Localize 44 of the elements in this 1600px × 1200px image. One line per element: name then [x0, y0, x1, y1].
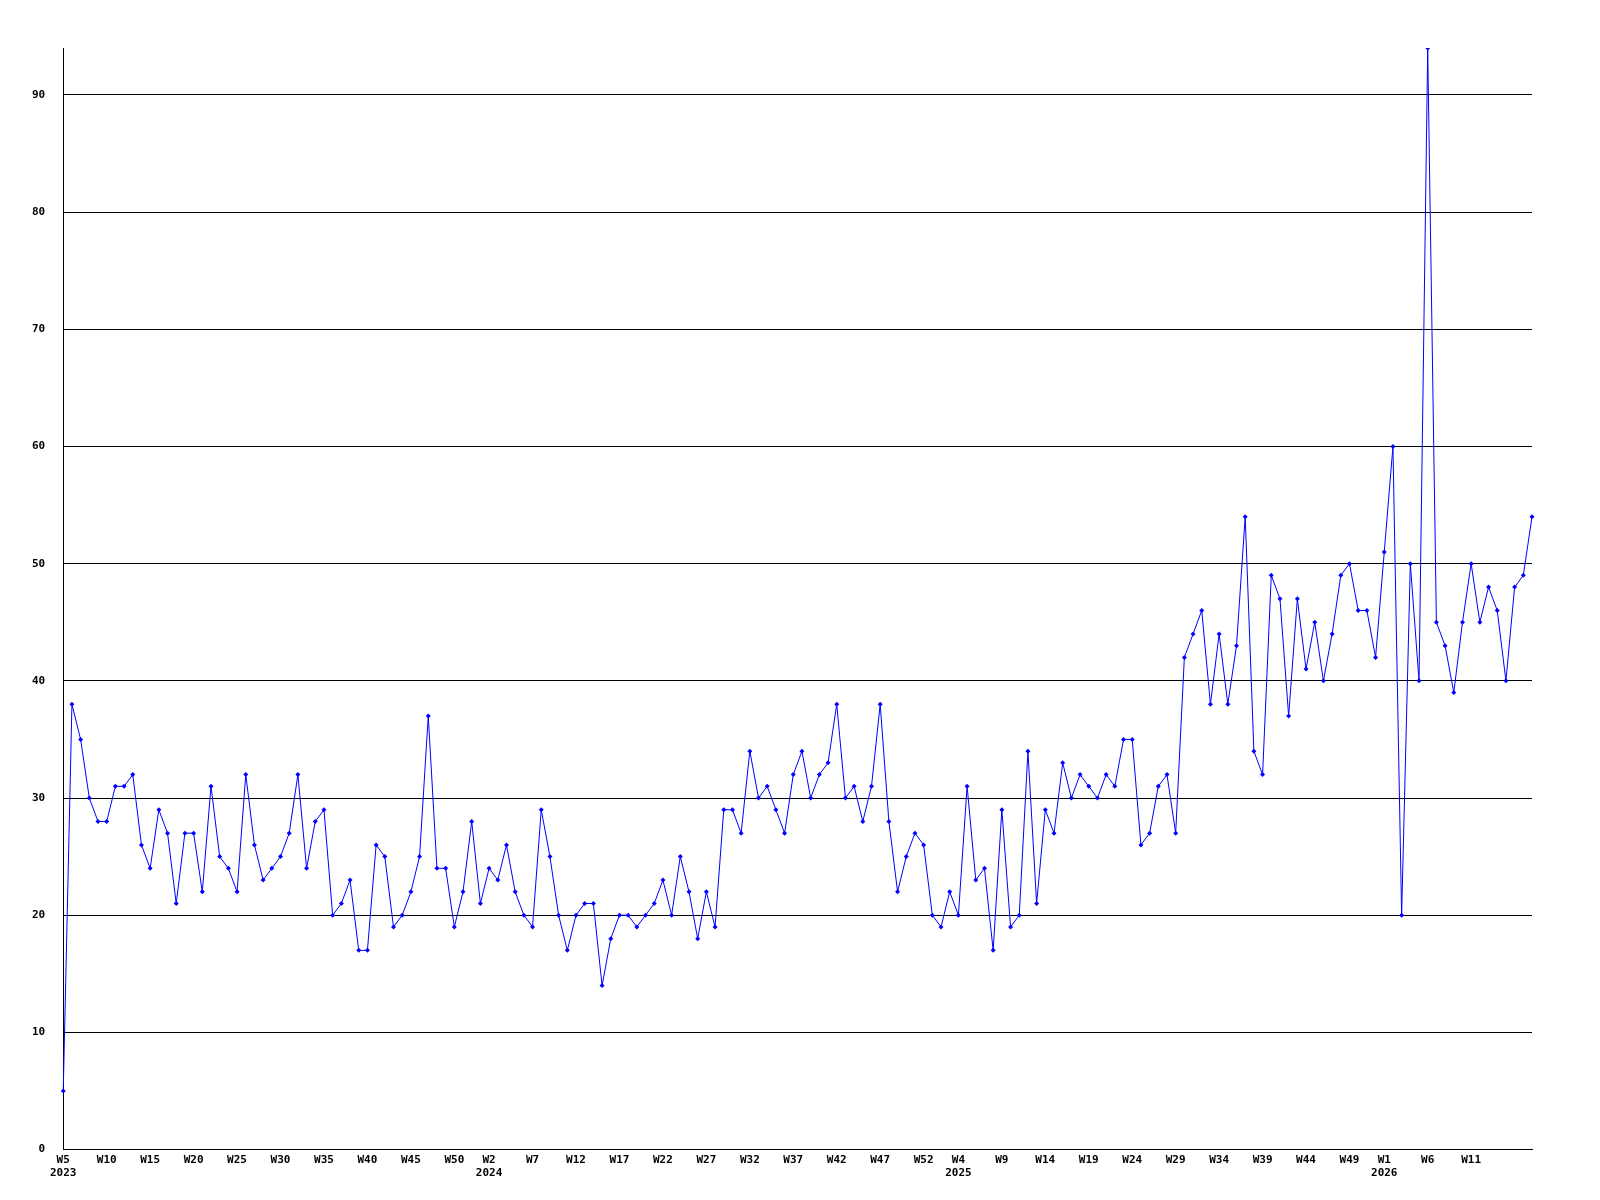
x-tick-label: W4 2025 [945, 1153, 972, 1180]
x-tick-label: W25 [227, 1153, 247, 1167]
x-tick-label: W29 [1165, 1153, 1186, 1167]
y-tick-label: 40 [32, 673, 46, 687]
x-tick-label: W22 [652, 1153, 673, 1167]
y-tick-label: 20 [32, 908, 46, 922]
x-tick-label: W32 [739, 1153, 760, 1167]
x-tick-label: W37 [783, 1153, 804, 1167]
x-tick-label: W45 [400, 1153, 421, 1167]
y-tick-label: 60 [32, 439, 46, 453]
x-tick-label: W2 2024 [475, 1153, 503, 1180]
x-tick-label: W1 2026 [1371, 1153, 1398, 1180]
x-tick-label: W50 [444, 1153, 465, 1167]
x-tick-label: W10 [96, 1153, 117, 1167]
x-tick-label: W14 [1035, 1153, 1056, 1167]
x-tick-label: W47 [870, 1153, 891, 1167]
x-tick-label: W35 [314, 1153, 334, 1167]
y-tick-label: 0 [38, 1142, 46, 1156]
x-tick-label: W17 [609, 1153, 630, 1167]
x-tick-label: W40 [357, 1153, 378, 1167]
x-tick-label: W39 [1252, 1153, 1273, 1167]
x-tick-label: W52 [913, 1153, 934, 1167]
x-tick-label: W20 [183, 1153, 204, 1167]
x-tick-label: W5 2023 [50, 1153, 77, 1180]
x-tick-label: W34 [1209, 1153, 1230, 1167]
y-tick-label: 30 [32, 790, 46, 804]
y-tick-label: 90 [32, 87, 46, 101]
x-tick-label: W11 [1461, 1153, 1482, 1167]
x-tick-label: W6 [1421, 1153, 1435, 1167]
y-tick-label: 70 [32, 322, 46, 336]
x-tick-label: W7 [525, 1153, 540, 1167]
y-tick-label: 80 [32, 204, 46, 218]
y-tick-label: 50 [32, 556, 46, 570]
x-tick-label: W27 [696, 1153, 717, 1167]
x-tick-label: W15 [140, 1153, 161, 1167]
x-tick-label: W42 [826, 1153, 847, 1167]
y-tick-label: 10 [32, 1025, 46, 1039]
x-tick-label: W12 [566, 1153, 586, 1167]
x-tick-label: W19 [1078, 1153, 1099, 1167]
x-tick-label: W44 [1296, 1153, 1317, 1167]
x-tick-label: W49 [1339, 1153, 1360, 1167]
x-tick-label: W9 [995, 1153, 1009, 1167]
x-tick-label: W24 [1122, 1153, 1143, 1167]
x-tick-label: W30 [270, 1153, 291, 1167]
